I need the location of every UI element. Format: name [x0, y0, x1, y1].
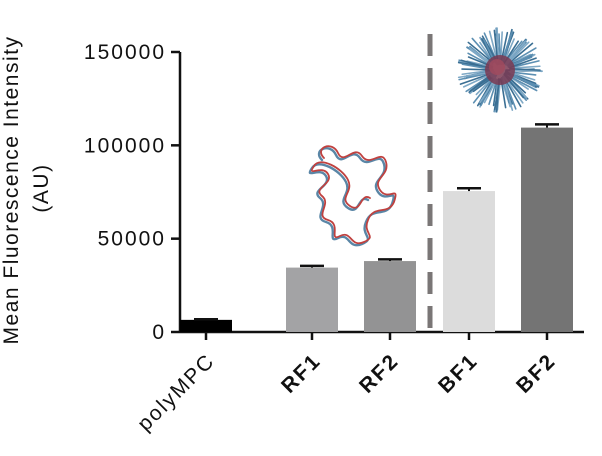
y-tick-label: 150000	[84, 41, 166, 64]
bar-rf2	[364, 261, 416, 332]
y-tick-label: 0	[152, 321, 166, 344]
bar-bf2	[521, 127, 573, 332]
bottlebrush-micelle-icon	[457, 27, 543, 113]
x-tick-label-bf2: BF2	[512, 349, 561, 398]
x-tick-label-bf1: BF1	[434, 349, 483, 398]
error-bars	[194, 123, 559, 321]
y-axis-label-unit: (AU)	[30, 163, 53, 212]
x-tick-labels: polyMPC RF1 RF2 BF1 BF2	[133, 349, 560, 435]
bars	[180, 127, 573, 332]
bar-bf1	[443, 191, 495, 332]
bar-polympc	[180, 319, 232, 332]
y-axis-label: Mean Fluorescence Intensity	[0, 36, 23, 345]
x-tick-label-rf1: RF1	[277, 349, 326, 398]
x-tick-label-rf2: RF2	[355, 349, 404, 398]
bar-rf1	[286, 267, 338, 332]
x-tick-label-polympc: polyMPC	[133, 349, 219, 435]
y-tick-label: 100000	[84, 134, 166, 157]
y-tick-labels: 0 50000 100000 150000	[84, 41, 166, 344]
random-coil-polymer-icon	[308, 145, 397, 247]
y-tick-label: 50000	[98, 228, 166, 251]
